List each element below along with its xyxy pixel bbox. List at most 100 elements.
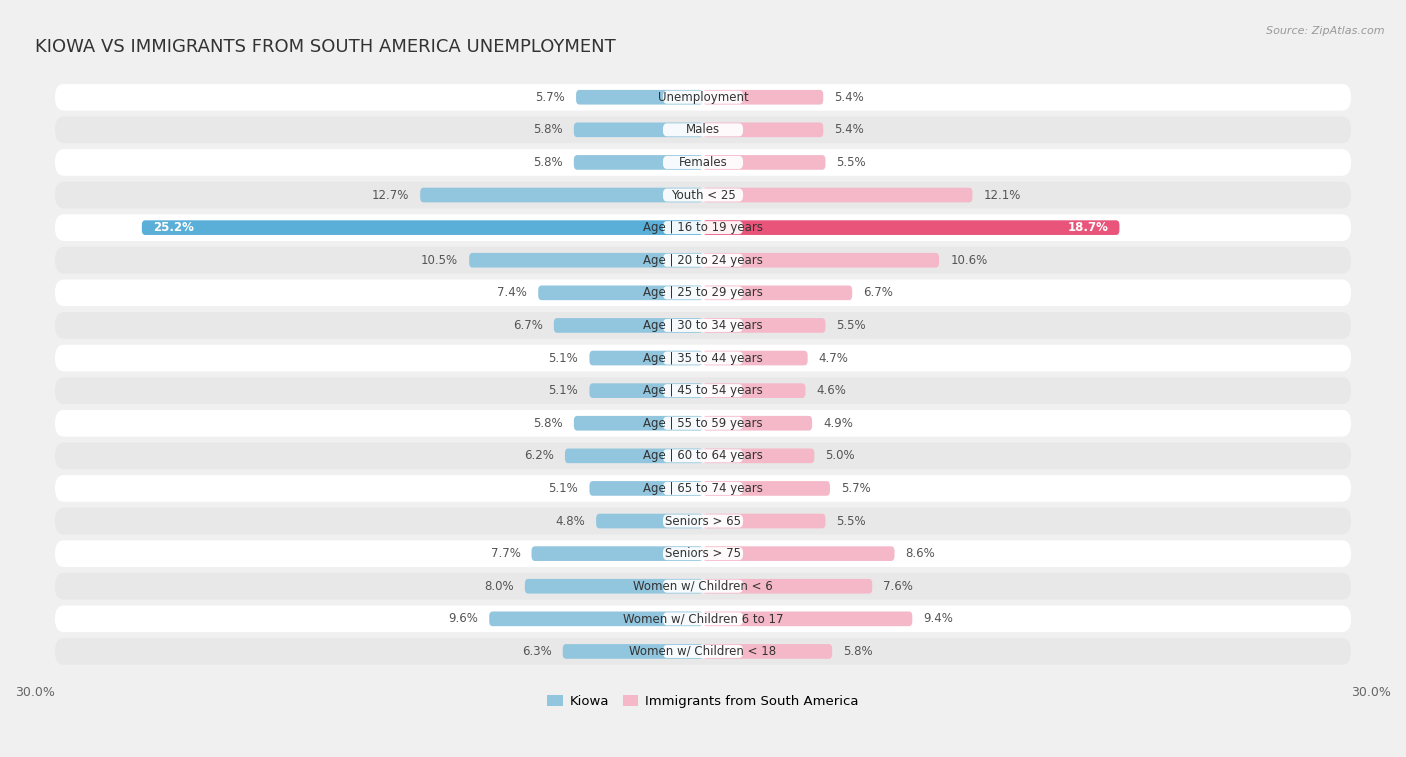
Text: 8.6%: 8.6% — [905, 547, 935, 560]
FancyBboxPatch shape — [55, 573, 1351, 600]
Text: Age | 45 to 54 years: Age | 45 to 54 years — [643, 384, 763, 397]
Text: 5.4%: 5.4% — [834, 123, 865, 136]
FancyBboxPatch shape — [662, 450, 744, 463]
Text: Youth < 25: Youth < 25 — [671, 188, 735, 201]
Text: Age | 60 to 64 years: Age | 60 to 64 years — [643, 450, 763, 463]
FancyBboxPatch shape — [524, 579, 703, 593]
Text: 7.7%: 7.7% — [491, 547, 520, 560]
FancyBboxPatch shape — [55, 606, 1351, 632]
FancyBboxPatch shape — [703, 579, 872, 593]
FancyBboxPatch shape — [55, 279, 1351, 306]
Text: 5.1%: 5.1% — [548, 351, 578, 365]
FancyBboxPatch shape — [662, 515, 744, 528]
FancyBboxPatch shape — [662, 319, 744, 332]
FancyBboxPatch shape — [703, 318, 825, 333]
FancyBboxPatch shape — [55, 182, 1351, 208]
Text: 5.8%: 5.8% — [844, 645, 873, 658]
Text: 5.8%: 5.8% — [533, 156, 562, 169]
Text: Women w/ Children 6 to 17: Women w/ Children 6 to 17 — [623, 612, 783, 625]
Text: 10.5%: 10.5% — [420, 254, 458, 266]
FancyBboxPatch shape — [489, 612, 703, 626]
FancyBboxPatch shape — [662, 221, 744, 234]
FancyBboxPatch shape — [596, 514, 703, 528]
FancyBboxPatch shape — [55, 312, 1351, 339]
Text: 10.6%: 10.6% — [950, 254, 987, 266]
FancyBboxPatch shape — [703, 383, 806, 398]
FancyBboxPatch shape — [703, 514, 825, 528]
FancyBboxPatch shape — [662, 416, 744, 430]
Text: 4.8%: 4.8% — [555, 515, 585, 528]
Text: 5.4%: 5.4% — [834, 91, 865, 104]
Text: 6.7%: 6.7% — [863, 286, 893, 299]
Text: 9.6%: 9.6% — [449, 612, 478, 625]
FancyBboxPatch shape — [662, 188, 744, 201]
Text: Unemployment: Unemployment — [658, 91, 748, 104]
FancyBboxPatch shape — [703, 123, 824, 137]
Text: 6.2%: 6.2% — [524, 450, 554, 463]
Text: Males: Males — [686, 123, 720, 136]
FancyBboxPatch shape — [538, 285, 703, 301]
FancyBboxPatch shape — [662, 482, 744, 495]
FancyBboxPatch shape — [703, 90, 824, 104]
FancyBboxPatch shape — [576, 90, 703, 104]
FancyBboxPatch shape — [55, 247, 1351, 273]
Text: 5.5%: 5.5% — [837, 515, 866, 528]
FancyBboxPatch shape — [703, 285, 852, 301]
FancyBboxPatch shape — [55, 117, 1351, 143]
Text: Seniors > 65: Seniors > 65 — [665, 515, 741, 528]
FancyBboxPatch shape — [55, 377, 1351, 404]
FancyBboxPatch shape — [662, 612, 744, 625]
Text: 4.6%: 4.6% — [817, 384, 846, 397]
FancyBboxPatch shape — [703, 155, 825, 170]
Text: Age | 35 to 44 years: Age | 35 to 44 years — [643, 351, 763, 365]
Text: 25.2%: 25.2% — [153, 221, 194, 234]
Text: 5.1%: 5.1% — [548, 482, 578, 495]
Text: 5.7%: 5.7% — [536, 91, 565, 104]
Text: Age | 20 to 24 years: Age | 20 to 24 years — [643, 254, 763, 266]
FancyBboxPatch shape — [574, 123, 703, 137]
Text: 7.6%: 7.6% — [883, 580, 914, 593]
Text: KIOWA VS IMMIGRANTS FROM SOUTH AMERICA UNEMPLOYMENT: KIOWA VS IMMIGRANTS FROM SOUTH AMERICA U… — [35, 38, 616, 56]
FancyBboxPatch shape — [662, 254, 744, 266]
Text: Women w/ Children < 18: Women w/ Children < 18 — [630, 645, 776, 658]
Text: Age | 30 to 34 years: Age | 30 to 34 years — [643, 319, 763, 332]
FancyBboxPatch shape — [662, 580, 744, 593]
FancyBboxPatch shape — [589, 350, 703, 366]
FancyBboxPatch shape — [662, 645, 744, 658]
FancyBboxPatch shape — [565, 448, 703, 463]
Text: Age | 65 to 74 years: Age | 65 to 74 years — [643, 482, 763, 495]
Text: 7.4%: 7.4% — [498, 286, 527, 299]
FancyBboxPatch shape — [55, 508, 1351, 534]
Text: 8.0%: 8.0% — [484, 580, 513, 593]
FancyBboxPatch shape — [55, 344, 1351, 372]
Text: Age | 16 to 19 years: Age | 16 to 19 years — [643, 221, 763, 234]
FancyBboxPatch shape — [703, 416, 813, 431]
Legend: Kiowa, Immigrants from South America: Kiowa, Immigrants from South America — [543, 690, 863, 713]
FancyBboxPatch shape — [589, 481, 703, 496]
Text: Seniors > 75: Seniors > 75 — [665, 547, 741, 560]
Text: 12.1%: 12.1% — [984, 188, 1021, 201]
Text: Females: Females — [679, 156, 727, 169]
FancyBboxPatch shape — [703, 612, 912, 626]
FancyBboxPatch shape — [662, 156, 744, 169]
Text: 4.7%: 4.7% — [818, 351, 849, 365]
FancyBboxPatch shape — [55, 638, 1351, 665]
FancyBboxPatch shape — [703, 253, 939, 267]
FancyBboxPatch shape — [55, 214, 1351, 241]
FancyBboxPatch shape — [55, 540, 1351, 567]
Text: 5.1%: 5.1% — [548, 384, 578, 397]
FancyBboxPatch shape — [55, 410, 1351, 437]
Text: 5.8%: 5.8% — [533, 417, 562, 430]
FancyBboxPatch shape — [554, 318, 703, 333]
Text: 6.3%: 6.3% — [522, 645, 551, 658]
FancyBboxPatch shape — [531, 547, 703, 561]
FancyBboxPatch shape — [420, 188, 703, 202]
FancyBboxPatch shape — [662, 547, 744, 560]
FancyBboxPatch shape — [703, 350, 807, 366]
Text: 9.4%: 9.4% — [924, 612, 953, 625]
FancyBboxPatch shape — [574, 155, 703, 170]
Text: Source: ZipAtlas.com: Source: ZipAtlas.com — [1267, 26, 1385, 36]
FancyBboxPatch shape — [662, 91, 744, 104]
FancyBboxPatch shape — [589, 383, 703, 398]
Text: 5.5%: 5.5% — [837, 156, 866, 169]
